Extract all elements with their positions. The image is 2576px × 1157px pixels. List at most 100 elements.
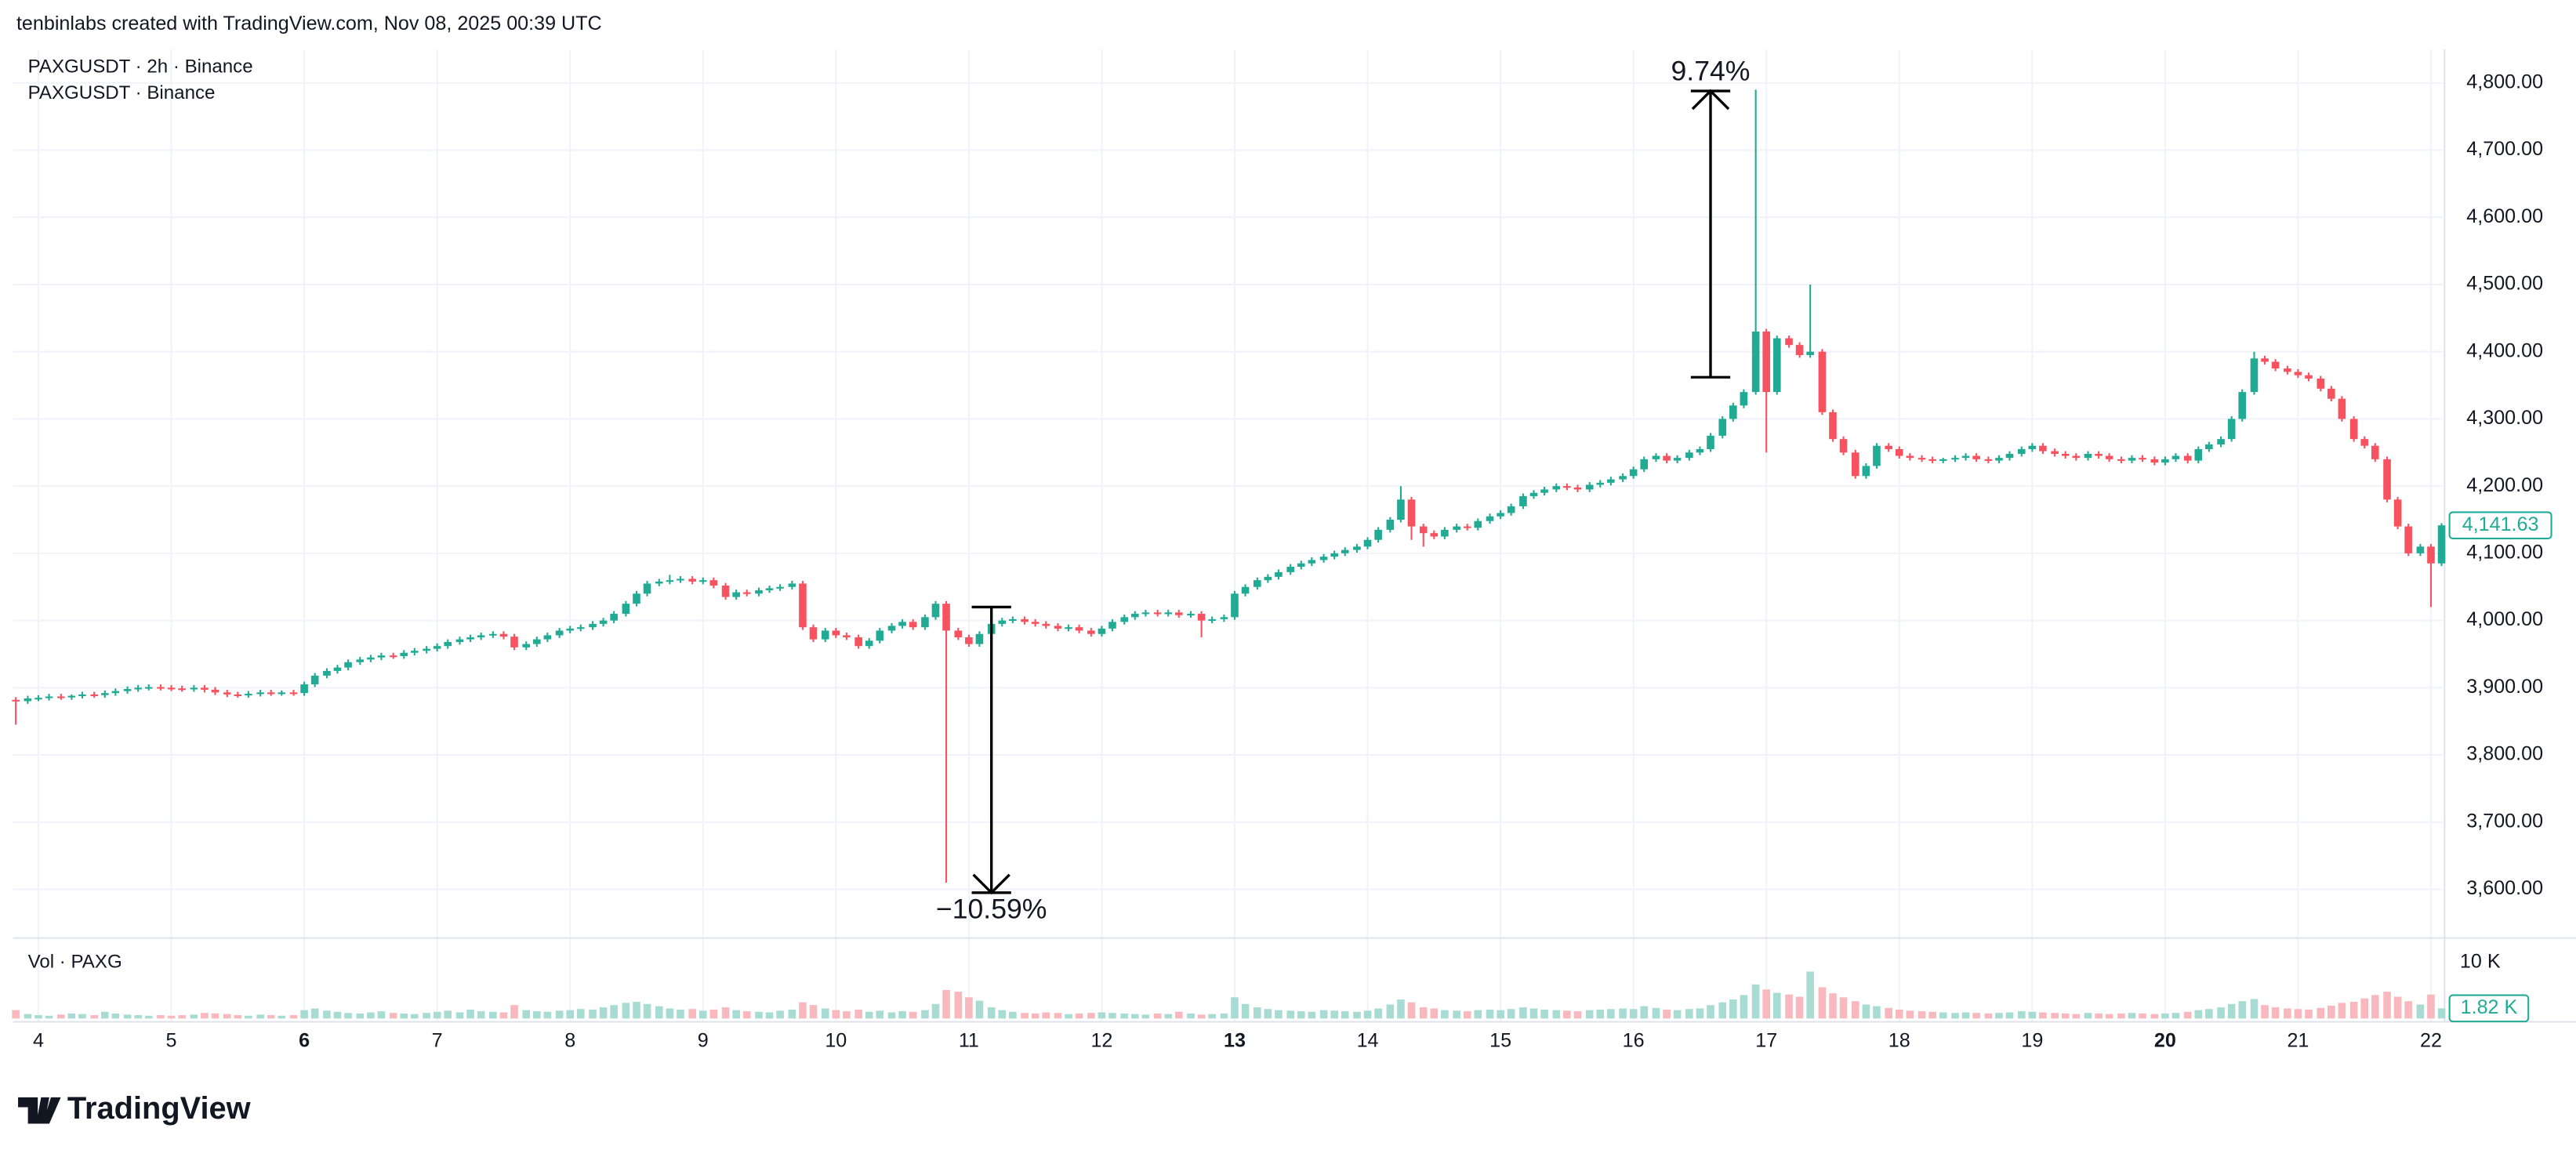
candle-body	[1197, 614, 1206, 621]
volume-bar	[1961, 1012, 1970, 1019]
candle-body	[1696, 448, 1704, 453]
volume-bar	[1984, 1013, 1993, 1019]
volume-bar	[1607, 1009, 1615, 1019]
candle-body	[1241, 586, 1250, 594]
volume-bar	[444, 1010, 452, 1019]
candle-body	[931, 604, 940, 618]
volume-bar	[1463, 1011, 1471, 1019]
candle-body	[1839, 439, 1848, 453]
candle-body	[876, 630, 884, 641]
volume-bar	[1254, 1007, 1261, 1019]
x-tick-label: 9	[698, 1029, 709, 1051]
volume-bar	[522, 1010, 531, 1019]
volume-bar	[998, 1010, 1007, 1019]
volume-bar	[1563, 1010, 1571, 1019]
volume-bar	[2261, 1005, 2269, 1019]
candle-body	[323, 670, 331, 676]
candle-body	[655, 581, 663, 584]
volume-bar	[477, 1011, 485, 1019]
x-tick-label: 8	[564, 1029, 575, 1051]
volume-bar	[1852, 1001, 1859, 1019]
volume-bar	[1917, 1011, 1926, 1019]
candle-body	[1573, 487, 1582, 490]
volume-bar	[709, 1009, 718, 1019]
candle-body	[1042, 623, 1050, 626]
volume-bar	[411, 1014, 419, 1019]
volume-bar	[1220, 1013, 1228, 1019]
x-tick-label: 15	[1489, 1029, 1511, 1051]
candle-body	[2005, 453, 2014, 459]
volume-bar	[157, 1015, 165, 1019]
volume-bar	[1519, 1007, 1527, 1019]
volume-bar	[1397, 999, 1405, 1019]
volume-bar	[1108, 1013, 1116, 1019]
logo-icon	[18, 1097, 61, 1124]
volume-bar	[1363, 1010, 1372, 1019]
volume-bar	[2105, 1014, 2113, 1019]
volume-bar	[1075, 1013, 1083, 1019]
volume-bar	[24, 1014, 32, 1019]
volume-bar	[2171, 1013, 2180, 1019]
candle-body	[111, 691, 120, 694]
volume-bar	[2028, 1011, 2037, 1019]
candle-body	[821, 630, 829, 640]
candle-body	[123, 689, 132, 691]
volume-bar	[776, 1010, 784, 1019]
volume-bar	[223, 1014, 231, 1019]
x-tick-label: 17	[1755, 1029, 1777, 1051]
volume-bar	[2227, 1003, 2236, 1019]
candle-body	[1540, 489, 1548, 493]
candle-body	[2105, 455, 2113, 459]
volume-bar	[100, 1011, 109, 1019]
volume-bar	[1353, 1011, 1361, 1019]
candle-body	[2271, 361, 2280, 369]
volume-bar	[677, 1009, 684, 1019]
candle-body	[1685, 452, 1693, 459]
candle-body	[1397, 499, 1405, 520]
candle-body	[965, 637, 973, 644]
candle-body	[543, 635, 552, 640]
candle-body	[444, 642, 452, 647]
measure-annotation: −10.59%	[936, 605, 1047, 924]
volume-bar	[1885, 1007, 1893, 1019]
candle-body	[389, 655, 397, 658]
volume-bar	[643, 1003, 651, 1019]
y-tick-label: 4,000.00	[2466, 608, 2543, 630]
candle-body	[300, 684, 308, 694]
x-tick-label: 4	[33, 1029, 44, 1051]
candle-body	[666, 580, 674, 582]
volume-bar	[2117, 1013, 2125, 1019]
candle-body	[843, 635, 851, 638]
volume-bar	[721, 1007, 730, 1019]
candle-body	[1885, 445, 1893, 449]
candle-body	[267, 692, 275, 695]
candle-body	[688, 578, 697, 582]
volume-bar	[1153, 1013, 1162, 1019]
x-tick-label: 18	[1888, 1029, 1910, 1051]
candle-body	[1984, 459, 1993, 461]
candle-body	[1806, 351, 1814, 355]
volume-bar	[931, 1003, 940, 1019]
candle-body	[356, 659, 365, 662]
candle-body	[799, 583, 807, 628]
volume-bar	[323, 1010, 331, 1019]
volume-bar	[1286, 1010, 1295, 1019]
volume-bar	[2217, 1007, 2225, 1019]
volume-bar	[1673, 1010, 1682, 1019]
candle-body	[1729, 405, 1737, 419]
volume-bar	[975, 1000, 984, 1019]
candle-body	[78, 694, 86, 697]
candle-body	[1308, 560, 1316, 564]
x-tick-label: 20	[2154, 1029, 2176, 1051]
candle-body	[1818, 351, 1827, 412]
volume-bar	[267, 1015, 275, 1019]
logo: TradingView	[18, 1091, 252, 1126]
candle-body	[2305, 375, 2313, 379]
candle-body	[178, 688, 186, 691]
volume-bar	[876, 1010, 884, 1019]
volume-bar	[755, 1011, 763, 1019]
candle-body	[2161, 459, 2169, 463]
candle-body	[1430, 533, 1439, 537]
candle-body	[423, 648, 430, 651]
volume-bar	[178, 1015, 186, 1019]
